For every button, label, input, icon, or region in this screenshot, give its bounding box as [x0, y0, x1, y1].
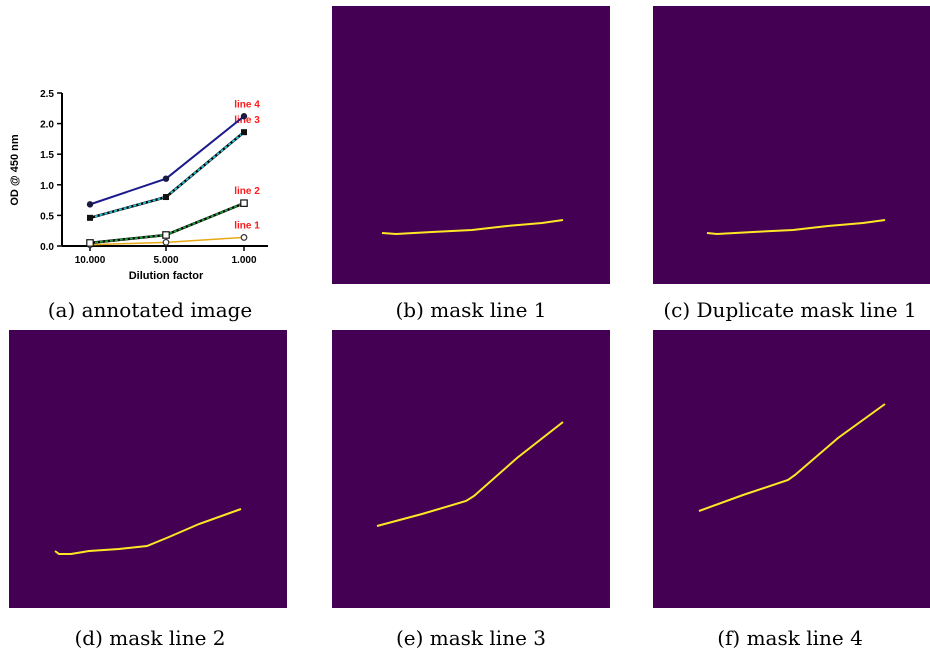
- duplicate-mask-line-1-panel: [653, 6, 930, 284]
- series-line: [89, 115, 245, 206]
- data-point: [240, 234, 248, 241]
- mask-line-trace: [381, 219, 564, 236]
- mask-line-1-panel: [332, 6, 610, 284]
- data-point: [241, 129, 247, 136]
- y-tick-label: 1.0: [40, 181, 54, 192]
- data-point: [240, 113, 248, 120]
- y-tick-label: 0.0: [40, 242, 54, 253]
- mask-line-3-panel: [332, 330, 610, 608]
- caption-a: (a) annotated image: [47, 298, 253, 322]
- x-axis-label: Dilution factor: [129, 270, 204, 282]
- series-annotation-label: line 4: [234, 99, 260, 110]
- series-annotation-label: line 1: [234, 220, 260, 231]
- mask-line-trace: [698, 403, 886, 512]
- caption-f: (f) mask line 4: [717, 626, 863, 650]
- y-tick-label: 2.5: [40, 89, 54, 100]
- mask-line-2-image: [54, 508, 242, 555]
- series-line-shadow: [89, 131, 245, 220]
- data-point: [162, 231, 170, 239]
- annotated-chart-panel: OD @ 450 nm Dilution factor 0.0 0.5 1.0 1.5…: [0, 0, 310, 300]
- y-tick-label: 2.0: [40, 120, 54, 131]
- x-tick-label: 1.000: [231, 255, 256, 266]
- mask-line-trace: [376, 421, 564, 527]
- caption-b: (b) mask line 1: [395, 298, 547, 322]
- mask-line-1-image: [381, 219, 564, 236]
- mask-line-4-image: [698, 403, 886, 512]
- series-annotation-label: line 3: [234, 115, 260, 126]
- x-tick-label: 5.000: [153, 255, 178, 266]
- caption-d: (d) mask line 2: [74, 626, 226, 650]
- caption-c: (c) Duplicate mask line 1: [663, 298, 917, 322]
- data-point: [162, 238, 170, 246]
- mask-line-trace: [706, 219, 886, 236]
- series-line: [89, 131, 245, 219]
- y-tick-label: 1.5: [40, 150, 54, 161]
- duplicate-mask-line-1-image: [706, 219, 886, 236]
- mask-line-3-image: [376, 421, 564, 527]
- y-tick-label: 0.5: [40, 211, 54, 222]
- data-point: [163, 194, 169, 201]
- data-point: [87, 214, 93, 221]
- mask-line-2-panel: [9, 330, 287, 608]
- line-chart: OD @ 450 nm Dilution factor 0.0 0.5 1.0 1.5…: [9, 89, 268, 282]
- caption-e: (e) mask line 3: [395, 626, 547, 650]
- data-point: [240, 199, 248, 207]
- mask-line-4-panel: [653, 330, 930, 608]
- y-axis-label: OD @ 450 nm: [9, 134, 21, 205]
- series-annotation-label: line 2: [234, 186, 260, 197]
- mask-line-trace: [54, 508, 242, 555]
- data-point: [86, 201, 94, 208]
- data-point: [162, 175, 170, 182]
- x-tick-label: 10.000: [75, 255, 106, 266]
- data-point: [86, 239, 94, 247]
